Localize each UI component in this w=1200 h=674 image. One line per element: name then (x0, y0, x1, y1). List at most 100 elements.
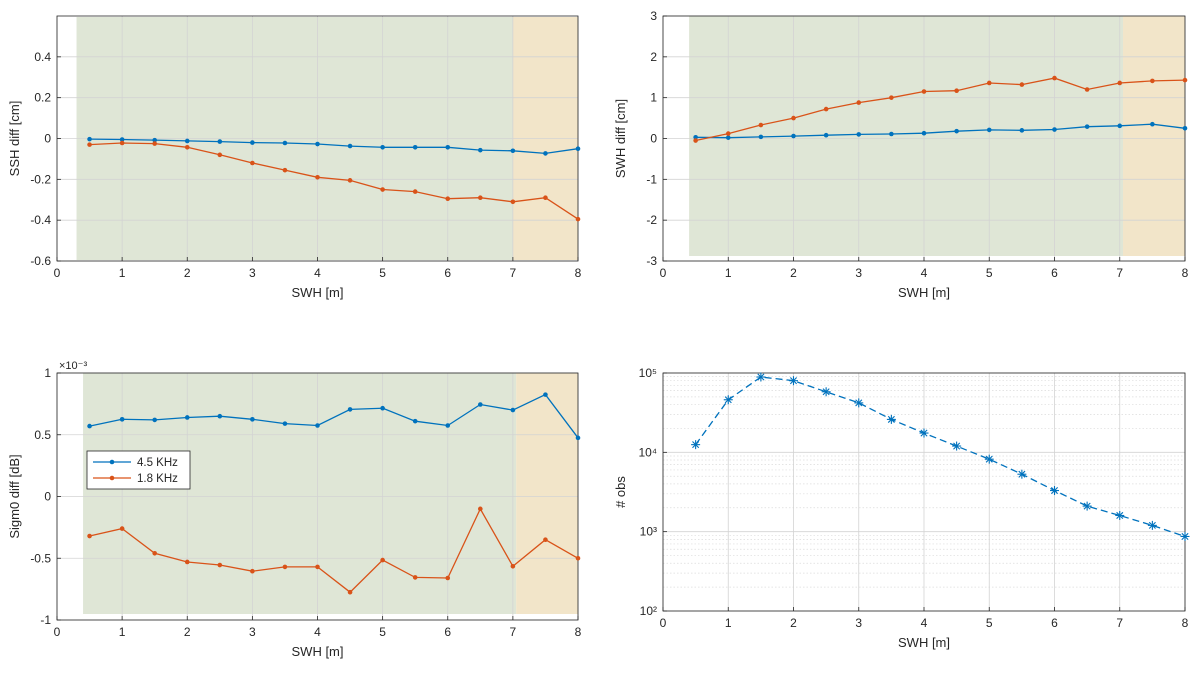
data-point (1150, 121, 1155, 127)
y-tick-label: 10² (640, 604, 657, 618)
y-tick-label: -1 (646, 172, 657, 186)
y-tick-label: 3 (650, 9, 657, 23)
data-point (575, 435, 581, 441)
data-point (282, 421, 288, 426)
data-point (758, 122, 764, 128)
data-point (1052, 75, 1057, 81)
data-point (756, 372, 766, 382)
x-tick-label: 3 (855, 266, 862, 280)
y-tick-label: -0.6 (30, 254, 51, 268)
y-tick-label: -2 (646, 213, 657, 227)
y-tick-label: -0.5 (30, 551, 51, 565)
data-point (347, 589, 353, 595)
data-point (954, 88, 959, 94)
y-axis-label: # obs (613, 476, 628, 508)
series-2 (87, 140, 581, 222)
chart-sigma0: 0 1 2 3 4 5 6 7 8 -1 -0.5 0 0.5 1 SWH [m] Sigm0 diff [d… (7, 360, 582, 659)
data-point (510, 199, 516, 205)
data-point (575, 146, 581, 152)
data-point (954, 128, 959, 134)
x-tick-label: 5 (379, 625, 386, 639)
data-point (445, 575, 451, 581)
data-point (445, 423, 451, 428)
x-tick-label: 0 (660, 616, 667, 630)
data-point (445, 196, 451, 202)
data-point (217, 413, 223, 419)
x-tick-label: 0 (660, 266, 667, 280)
x-tick-label: 6 (444, 266, 451, 280)
x-tick-label: 7 (510, 266, 517, 280)
x-tick-label: 5 (379, 266, 386, 280)
data-point (315, 141, 320, 147)
data-point (152, 417, 157, 423)
series-1 (691, 372, 1190, 541)
x-tick-label: 8 (575, 625, 582, 639)
data-point (1150, 78, 1155, 84)
x-tick-label: 7 (1116, 266, 1123, 280)
data-point (347, 407, 353, 412)
series-line (89, 393, 579, 439)
legend-swatch-marker (109, 459, 115, 465)
data-point (986, 127, 992, 133)
y-tick-label: 1 (650, 91, 657, 105)
data-point (510, 148, 516, 154)
data-point (543, 537, 548, 543)
chart-swh: 0 1 2 3 4 5 6 7 8 -3 -2 -1 0 1 2 3 SWH [m] SWH diff [cm] (613, 9, 1189, 300)
y-tick-label: 10³ (640, 525, 657, 539)
data-point (791, 115, 796, 121)
y-tick-label: 10⁴ (638, 445, 657, 459)
data-point (1182, 77, 1188, 83)
y-axis-label: SWH diff [cm] (613, 99, 628, 178)
data-point (1182, 125, 1188, 131)
x-tick-label: 1 (725, 616, 732, 630)
x-tick-label: 6 (1051, 616, 1058, 630)
data-point (315, 564, 320, 570)
data-point (791, 133, 796, 139)
data-point (1017, 469, 1027, 479)
y-tick-label: 0.2 (34, 91, 51, 105)
series-line (89, 507, 579, 594)
data-point (152, 551, 157, 556)
x-tick-label: 8 (1182, 616, 1189, 630)
x-tick-label: 3 (855, 616, 862, 630)
data-point (119, 140, 125, 146)
data-point (723, 395, 733, 405)
data-point (986, 80, 992, 86)
data-point (380, 557, 385, 563)
x-tick-label: 1 (725, 266, 732, 280)
data-point (543, 195, 548, 201)
data-point (510, 563, 516, 569)
y-tick-label: 0 (44, 490, 51, 504)
orange-shaded-region (1123, 16, 1185, 256)
data-point (1019, 82, 1025, 87)
data-point (412, 189, 418, 194)
y-tick-label: 0.5 (34, 428, 51, 442)
x-tick-label: 5 (986, 266, 993, 280)
data-point (250, 417, 255, 422)
data-point (1084, 87, 1090, 92)
y-tick-label: 2 (650, 50, 657, 64)
data-point (282, 167, 288, 173)
data-point (854, 398, 864, 408)
data-point (217, 152, 223, 158)
data-point (919, 428, 929, 438)
data-point (1050, 486, 1059, 496)
data-point (87, 423, 92, 429)
series-1 (87, 136, 581, 156)
data-point (886, 414, 896, 424)
data-point (282, 564, 288, 570)
y-tick-label: 1 (44, 366, 51, 380)
series-1 (693, 121, 1188, 140)
series-2 (87, 506, 581, 595)
x-tick-label: 4 (921, 266, 928, 280)
data-point (347, 178, 353, 183)
data-point (856, 100, 862, 105)
data-point (821, 387, 831, 397)
data-point (543, 392, 548, 397)
x-tick-label: 1 (119, 625, 126, 639)
legend-entry-label: 1.8 KHz (137, 473, 178, 485)
y-tick-label: 0.4 (34, 50, 51, 64)
y-axis-label: Sigm0 diff [dB] (7, 454, 22, 538)
data-point (87, 142, 92, 147)
x-tick-label: 4 (921, 616, 928, 630)
